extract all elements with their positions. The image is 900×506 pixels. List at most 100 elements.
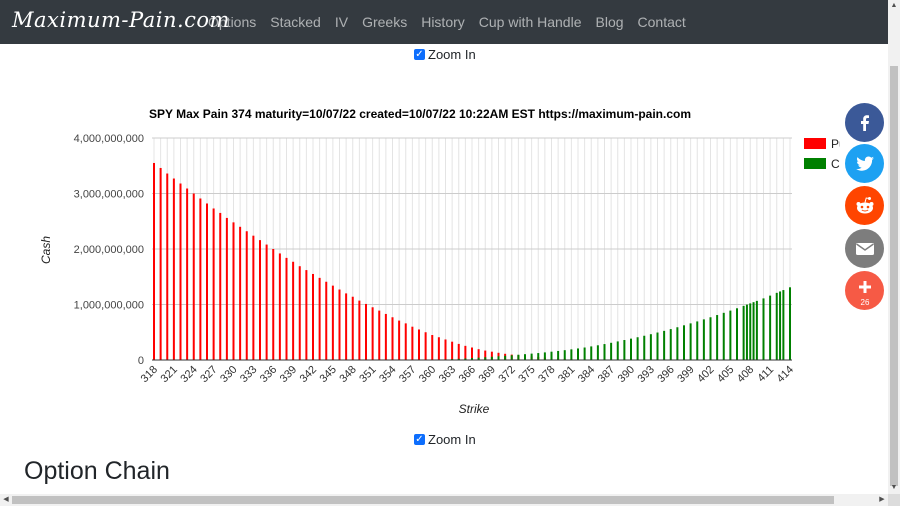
bar-puts <box>418 329 420 360</box>
x-tick-label: 369 <box>477 364 498 385</box>
bar-calls <box>745 304 748 360</box>
x-tick-label: 378 <box>536 364 557 385</box>
nav-item-cup-with-handle[interactable]: Cup with Handle <box>478 14 582 30</box>
zoom-in-checkbox[interactable]: ✓ <box>414 434 425 445</box>
bar-puts <box>305 270 308 360</box>
bar-calls <box>752 302 755 360</box>
email-share-button[interactable] <box>845 229 884 268</box>
nav-item-iv[interactable]: IV <box>334 14 349 30</box>
nav-item-contact[interactable]: Contact <box>637 14 686 30</box>
bar-calls <box>517 354 520 360</box>
scroll-left-arrow-icon[interactable]: ◀ <box>3 496 9 503</box>
y-tick-label: 2,000,000,000 <box>74 244 144 256</box>
bar-calls <box>537 353 540 360</box>
x-tick-label: 399 <box>675 364 696 385</box>
nav-item-blog[interactable]: Blog <box>595 14 624 30</box>
bar-puts <box>186 188 189 360</box>
scroll-up-arrow-icon[interactable]: ▲ <box>890 2 898 9</box>
x-tick-label: 354 <box>377 364 398 385</box>
x-tick-label: 363 <box>437 364 458 385</box>
bar-puts <box>166 173 169 360</box>
bar-puts <box>471 347 473 360</box>
bar-puts <box>384 313 387 360</box>
scroll-right-arrow-icon[interactable]: ▶ <box>879 496 885 503</box>
x-axis-title: Strike <box>459 402 490 416</box>
bar-calls <box>630 338 632 360</box>
bar-calls <box>530 353 533 360</box>
bar-puts <box>199 198 202 360</box>
x-tick-label: 336 <box>258 364 279 385</box>
bar-puts <box>219 212 222 360</box>
vertical-scrollbar[interactable]: ▲ ▼ <box>888 0 900 494</box>
y-tick-label: 0 <box>138 355 144 367</box>
bar-calls <box>689 323 692 360</box>
plus-icon <box>858 280 871 293</box>
site-logo[interactable]: Maximum-Pain.com <box>12 8 230 32</box>
y-tick-label: 1,000,000,000 <box>74 300 144 312</box>
nav-item-greeks[interactable]: Greeks <box>362 14 408 30</box>
bar-calls <box>716 315 719 360</box>
zoom-in-label: Zoom In <box>428 432 476 447</box>
nav-item-history[interactable]: History <box>421 14 465 30</box>
email-icon <box>855 242 874 255</box>
nav-item-stacked[interactable]: Stacked <box>270 14 321 30</box>
twitter-icon <box>855 156 874 171</box>
x-tick-label: 327 <box>198 364 219 385</box>
scrollbar-corner <box>888 494 900 506</box>
reddit-share-button[interactable] <box>845 186 884 225</box>
x-tick-label: 381 <box>556 364 577 385</box>
twitter-share-button[interactable] <box>845 144 884 183</box>
zoom-in-checkbox[interactable]: ✓ <box>414 49 425 60</box>
bar-puts <box>431 335 434 360</box>
option-chain-heading: Option Chain <box>24 457 170 485</box>
bar-calls <box>504 355 507 360</box>
bar-calls <box>464 358 467 360</box>
x-tick-label: 405 <box>715 364 736 385</box>
vertical-scroll-thumb[interactable] <box>890 66 898 486</box>
bar-calls <box>590 346 593 360</box>
x-tick-label: 348 <box>337 364 358 385</box>
bar-calls <box>722 312 725 360</box>
horizontal-scroll-thumb[interactable] <box>12 496 834 504</box>
bar-calls <box>702 319 705 360</box>
more-share-button[interactable] <box>845 271 884 310</box>
horizontal-scrollbar[interactable]: ◀ ▶ <box>0 494 888 506</box>
bar-calls <box>769 295 772 360</box>
bar-calls <box>557 350 560 360</box>
bar-puts <box>325 281 328 360</box>
share-count: 26 <box>860 298 870 307</box>
x-tick-label: 384 <box>576 364 597 385</box>
chart-title: SPY Max Pain 374 maturity=10/07/22 creat… <box>149 107 691 121</box>
bar-calls <box>775 292 778 360</box>
facebook-share-button[interactable] <box>845 103 884 142</box>
bar-puts <box>490 351 493 360</box>
bar-calls <box>742 305 745 360</box>
bar-puts <box>239 226 242 360</box>
bar-calls <box>543 352 546 360</box>
nav-item-options[interactable]: Options <box>208 14 257 30</box>
bar-puts <box>398 320 401 360</box>
x-tick-label: 375 <box>516 364 537 385</box>
bar-calls <box>636 337 639 360</box>
bar-calls <box>471 358 473 360</box>
bar-calls <box>490 356 493 360</box>
bar-calls <box>524 354 526 360</box>
x-tick-label: 357 <box>397 364 418 385</box>
scroll-down-arrow-icon[interactable]: ▼ <box>890 484 898 491</box>
bar-calls <box>497 356 500 360</box>
bar-calls <box>649 334 652 360</box>
x-tick-label: 387 <box>596 364 617 385</box>
bar-calls <box>762 298 765 360</box>
bar-puts <box>351 296 354 360</box>
bar-puts <box>259 240 261 360</box>
bar-calls <box>596 345 599 360</box>
zoom-in-bottom[interactable]: ✓ Zoom In <box>414 432 476 447</box>
bar-puts <box>153 162 155 360</box>
x-tick-label: 360 <box>417 364 438 385</box>
zoom-in-top[interactable]: ✓ Zoom In <box>414 47 476 62</box>
y-axis-title: Cash <box>39 236 53 264</box>
bar-puts <box>345 293 348 360</box>
bar-calls <box>570 349 573 360</box>
bar-puts <box>192 193 195 360</box>
bar-puts <box>212 208 215 360</box>
